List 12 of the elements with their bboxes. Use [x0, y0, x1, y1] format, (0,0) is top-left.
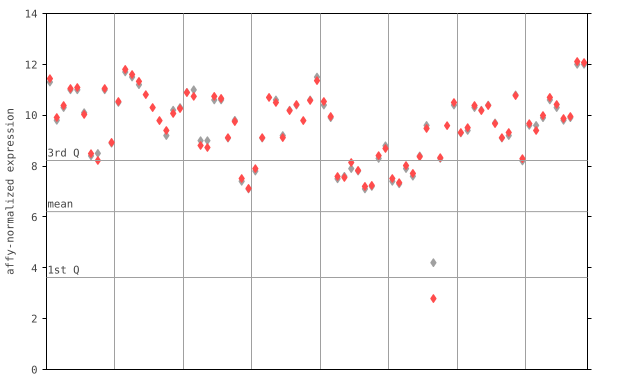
y-tick-label: 6 — [31, 210, 38, 224]
y-tick-label: 14 — [24, 8, 38, 20]
ref-line-label: 1st Q — [48, 263, 80, 276]
y-tick-label: 2 — [31, 312, 38, 326]
y-tick-label: 10 — [24, 109, 38, 122]
y-tick-label: 8 — [31, 160, 38, 174]
ref-line-label: 3rd Q — [48, 146, 80, 160]
y-tick-label: 0 — [31, 364, 38, 376]
y-axis-title: affy-normalized expression — [4, 108, 17, 275]
ref-line-label: mean — [48, 198, 74, 211]
y-tick-label: 4 — [31, 262, 38, 275]
y-tick-label: 12 — [24, 58, 38, 72]
